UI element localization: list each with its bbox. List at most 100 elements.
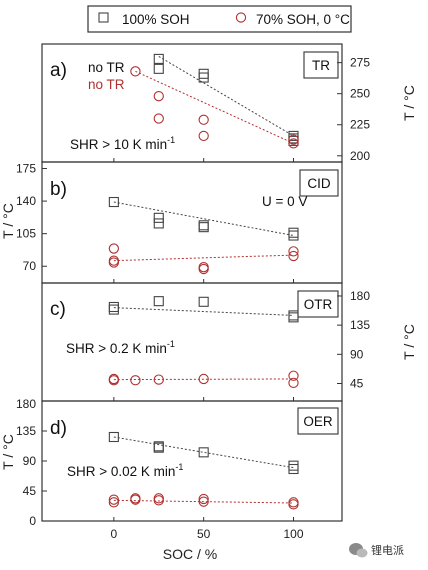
panel-c-ytick-label: 45: [350, 376, 364, 390]
legend-marker-70soh: [235, 12, 247, 23]
panel-c-point-70soh: [153, 374, 164, 385]
panel-b-ticks: 70 105 140 175: [16, 162, 294, 283]
panel-c-badge-frame: [297, 290, 339, 318]
panel-b-ytick-label: 70: [23, 259, 37, 273]
panel-c-point-70soh: [108, 375, 120, 386]
panel-b-badge-frame: [299, 169, 339, 197]
panel-b-point-100soh: [198, 222, 209, 233]
panel-c-ytick-label: 180: [350, 289, 370, 303]
panel-a-note-no-tr-100: no TR: [88, 60, 125, 75]
panel-c-trendline-100soh: [113, 307, 294, 316]
panel-d-ytick-label: 90: [23, 454, 37, 468]
panel-d-point-70soh: [198, 496, 209, 507]
panel-d-point-70soh: [108, 497, 120, 508]
panel-c-point-100soh: [108, 304, 119, 315]
panel-c-note-shr: SHR > 0.2 K min-1: [66, 339, 175, 356]
wechat-icon-bubble-small: [356, 548, 368, 558]
panel-d-point-70soh: [288, 499, 299, 510]
panel-b-ytick-label: 105: [16, 227, 36, 241]
panel-a-badge-frame: [303, 51, 339, 79]
panel-a-note-shr: SHR > 10 K min-1: [70, 135, 175, 152]
panel-a-point-100soh: [153, 53, 164, 64]
panel-d-point-100soh: [288, 463, 299, 475]
panel-a-ytick-label: 200: [350, 149, 370, 163]
panel-b-point-100soh: [108, 196, 119, 208]
panel-a-point-70soh: [198, 130, 209, 142]
panel-d-note-shr: SHR > 0.02 K min-1: [67, 462, 183, 479]
x-tick-label: 0: [111, 527, 118, 541]
x-tick-label: 100: [283, 527, 303, 541]
watermark: 锂电派: [349, 543, 404, 558]
panel-c-point-100soh: [288, 312, 299, 323]
panel-c-point-100soh: [108, 301, 119, 313]
panel-d-marks: [108, 431, 299, 510]
panel-a-ytick-label: 275: [350, 56, 370, 70]
panel-a-point-70soh: [198, 114, 209, 125]
panel-c-trendline-70soh: [113, 378, 294, 381]
panel-c-ylabel: T / °C: [401, 324, 417, 360]
x-tick-label: 50: [197, 527, 211, 541]
legend-label-70soh: 70% SOH, 0 °C: [256, 12, 350, 27]
panel-d-point-70soh: [153, 493, 164, 504]
panel-a-point-70soh: [153, 91, 164, 102]
panel-b-ylabel: T / °C: [0, 203, 16, 239]
panel-d-note-shr-exp: -1: [175, 462, 183, 472]
panel-a-point-100soh: [198, 68, 209, 79]
panel-d-ylabel: T / °C: [0, 434, 16, 470]
panel-d-badge: OER: [297, 407, 339, 435]
panel-b: b) CID U = 0 V 70 105 140 175 T / °C: [0, 161, 343, 284]
panel-b-frame: [41, 161, 343, 284]
panel-a-ytick-label: 250: [350, 87, 370, 101]
panel-d-trendline-70soh: [113, 499, 294, 504]
panel-b-badge-label: CID: [307, 176, 331, 191]
panel-a-marks: [130, 53, 299, 149]
panel-b-point-100soh: [288, 227, 299, 238]
panel-c-note-shr-exp: -1: [167, 339, 175, 349]
panel-b-marks: [108, 196, 299, 275]
panel-c-badge-label: OTR: [304, 297, 333, 312]
panel-b-point-70soh: [198, 263, 209, 275]
panel-b-point-70soh: [108, 257, 120, 268]
panel-c-note-shr-main: SHR > 0.2 K min: [66, 341, 167, 356]
panel-c-letter: c): [50, 299, 66, 320]
panel-c-point-100soh: [153, 296, 164, 307]
panel-d-point-100soh: [198, 447, 209, 458]
panel-c: c) OTR SHR > 0.2 K min-1 45 90 135 180 T / …: [41, 282, 417, 402]
panel-a-ylabel: T / °C: [401, 85, 417, 121]
legend-frame: [87, 5, 352, 33]
legend-label-100soh: 100% SOH: [122, 12, 190, 27]
panel-b-point-70soh: [108, 243, 120, 254]
legend-marker-100soh: [98, 12, 109, 23]
panel-d-point-70soh: [288, 497, 299, 508]
panel-a-point-70soh: [288, 134, 299, 145]
panel-d-point-70soh: [108, 494, 120, 505]
panel-b-note-u0v: U = 0 V: [262, 194, 307, 209]
panel-d-ticks: 0 45 90 135: [16, 424, 294, 528]
panel-a-trendline-70soh: [135, 70, 294, 144]
panel-c-point-100soh: [198, 296, 209, 307]
panel-b-ytick-label: 175: [16, 162, 36, 176]
panel-a-point-70soh: [288, 138, 299, 149]
panel-a-point-100soh: [198, 72, 209, 83]
panel-b-letter: b): [50, 179, 67, 200]
panel-a-note-shr-exp: -1: [167, 135, 175, 145]
panel-d-point-100soh: [108, 431, 119, 443]
legend: 100% SOH 70% SOH, 0 °C: [87, 5, 352, 33]
x-axis-title: SOC / %: [163, 546, 217, 562]
panel-d-letter: d): [50, 418, 67, 439]
panel-b-trendline-70soh: [113, 254, 294, 262]
panel-d-extra-tick: 180: [16, 397, 36, 411]
x-axis: 0 50 100: [111, 527, 304, 541]
panel-d-ytick-label: 45: [23, 484, 37, 498]
panel-d-ytick-label: 135: [16, 424, 36, 438]
panel-a-point-70soh: [130, 66, 141, 77]
panel-d: d) OER SHR > 0.02 K min-1 0 45 90 135 180 T…: [0, 397, 343, 528]
panel-d-point-70soh: [198, 493, 209, 505]
panel-b-ytick-label: 140: [16, 194, 36, 208]
panel-b-badge: CID: [299, 169, 339, 197]
watermark-label: 锂电派: [371, 543, 404, 557]
panel-a-badge-label: TR: [312, 58, 330, 73]
panel-d-note-shr-main: SHR > 0.02 K min: [67, 464, 175, 479]
panel-b-point-100soh: [153, 212, 164, 223]
